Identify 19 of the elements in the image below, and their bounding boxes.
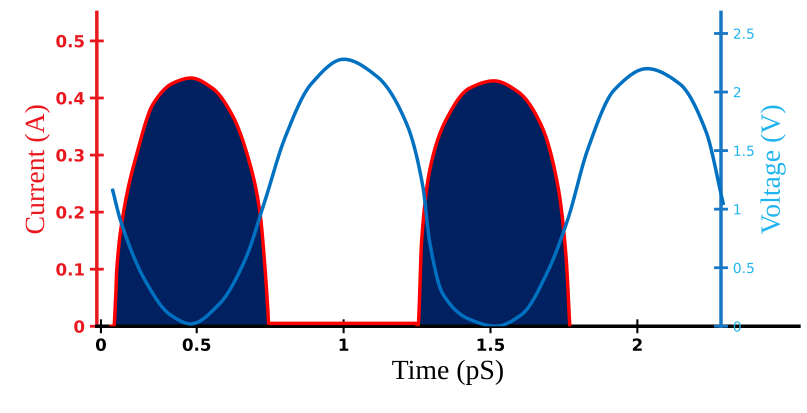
y-tick-label: 0.3 (56, 149, 84, 162)
y2-tick-label: 2.5 (734, 28, 754, 39)
y-tick-label: 0.4 (56, 92, 84, 105)
y-tick-label: 0.1 (56, 263, 84, 276)
x-tick-label: 1 (340, 338, 348, 351)
y2-axis-title: Voltage (V) (760, 106, 786, 234)
x-tick-label: 1.5 (478, 338, 504, 351)
x-tick-label: 2 (632, 338, 642, 351)
x-tick-label: 0 (96, 338, 106, 351)
y2-tick-label: 1.5 (734, 146, 754, 156)
y-axis-title: Current (A) (24, 105, 50, 234)
y2-tick-label: 2 (734, 87, 740, 98)
y-tick-label: 0.5 (56, 34, 84, 48)
y-tick-label: 0 (74, 320, 84, 333)
x-tick-label: 0.5 (182, 338, 210, 351)
y-tick-label: 0.2 (56, 206, 84, 219)
y2-tick-label: 1 (734, 204, 740, 214)
y2-tick-label: 0.5 (734, 262, 754, 274)
x-axis-title: Time (pS) (392, 360, 503, 385)
